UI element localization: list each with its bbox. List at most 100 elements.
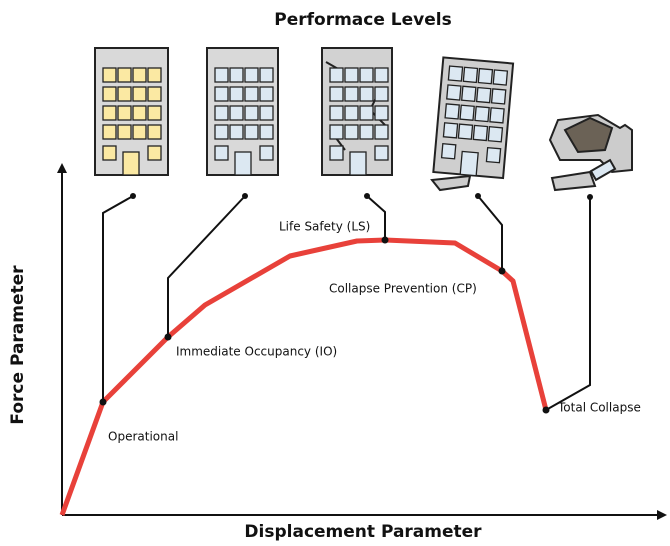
window <box>102 105 117 121</box>
window <box>374 86 389 102</box>
window <box>440 143 457 160</box>
window <box>214 145 229 161</box>
rubble <box>550 170 597 192</box>
door <box>234 151 252 176</box>
window <box>214 124 229 140</box>
window <box>444 103 460 120</box>
window <box>259 124 274 140</box>
window <box>475 86 492 104</box>
window <box>472 124 489 142</box>
window <box>485 146 502 164</box>
buildings <box>94 47 633 192</box>
window <box>490 88 507 105</box>
window <box>447 65 464 82</box>
window <box>244 124 259 140</box>
window <box>102 124 117 140</box>
window <box>329 86 344 102</box>
door <box>122 151 140 176</box>
dot <box>164 333 172 341</box>
window <box>117 105 132 121</box>
title: Performace Levels <box>274 10 451 30</box>
window <box>117 67 132 83</box>
door <box>459 150 479 177</box>
window <box>442 122 459 139</box>
window <box>214 105 229 121</box>
window <box>117 86 132 102</box>
dot <box>130 193 136 199</box>
window <box>462 66 479 84</box>
window <box>214 86 229 102</box>
window <box>259 67 274 83</box>
window <box>259 86 274 102</box>
x-axis-label: Displacement Parameter <box>244 522 482 542</box>
window <box>344 86 359 102</box>
window <box>487 126 504 143</box>
window <box>147 145 162 161</box>
window <box>344 67 359 83</box>
window <box>102 86 117 102</box>
window <box>329 67 344 83</box>
window <box>214 67 229 83</box>
rubble <box>430 174 472 192</box>
window <box>374 145 389 161</box>
dot <box>587 194 593 200</box>
window <box>459 104 475 121</box>
window <box>329 145 344 161</box>
dots <box>99 193 593 414</box>
level-label: Operational <box>108 430 178 444</box>
window <box>244 67 259 83</box>
window <box>489 107 505 124</box>
window <box>344 124 359 140</box>
debris <box>563 116 614 154</box>
leader-line <box>366 195 386 240</box>
window <box>147 86 162 102</box>
dot <box>242 193 248 199</box>
window <box>474 105 490 123</box>
window <box>457 123 474 140</box>
window <box>359 67 374 83</box>
level-label: Total Collapse <box>557 401 641 415</box>
window <box>117 124 132 140</box>
leader-line <box>545 197 591 411</box>
window <box>329 124 344 140</box>
window <box>460 85 477 103</box>
y-axis-label: Force Parameter <box>8 265 28 425</box>
window <box>229 67 244 83</box>
window <box>132 105 147 121</box>
window <box>229 105 244 121</box>
debris <box>589 158 617 182</box>
window <box>244 86 259 102</box>
window <box>102 67 117 83</box>
window <box>359 105 374 121</box>
level-label: Collapse Prevention (CP) <box>329 282 477 296</box>
window <box>132 124 147 140</box>
dot <box>542 406 550 414</box>
window <box>229 86 244 102</box>
window <box>329 105 344 121</box>
dot <box>498 267 506 275</box>
window <box>477 67 494 85</box>
leader-line <box>102 195 134 402</box>
leader-line <box>167 195 246 337</box>
window <box>132 86 147 102</box>
building-cp <box>432 56 515 180</box>
window <box>229 124 244 140</box>
window <box>244 105 259 121</box>
window <box>446 84 462 101</box>
window <box>374 67 389 83</box>
window <box>359 124 374 140</box>
window <box>147 124 162 140</box>
window <box>344 105 359 121</box>
door <box>349 151 367 176</box>
level-label: Immediate Occupancy (IO) <box>176 345 337 359</box>
window <box>492 69 509 86</box>
dot <box>364 193 370 199</box>
leader-line <box>477 195 503 271</box>
window <box>102 145 117 161</box>
window <box>374 124 389 140</box>
dot <box>475 193 481 199</box>
window <box>374 105 389 121</box>
window <box>147 67 162 83</box>
window <box>259 145 274 161</box>
